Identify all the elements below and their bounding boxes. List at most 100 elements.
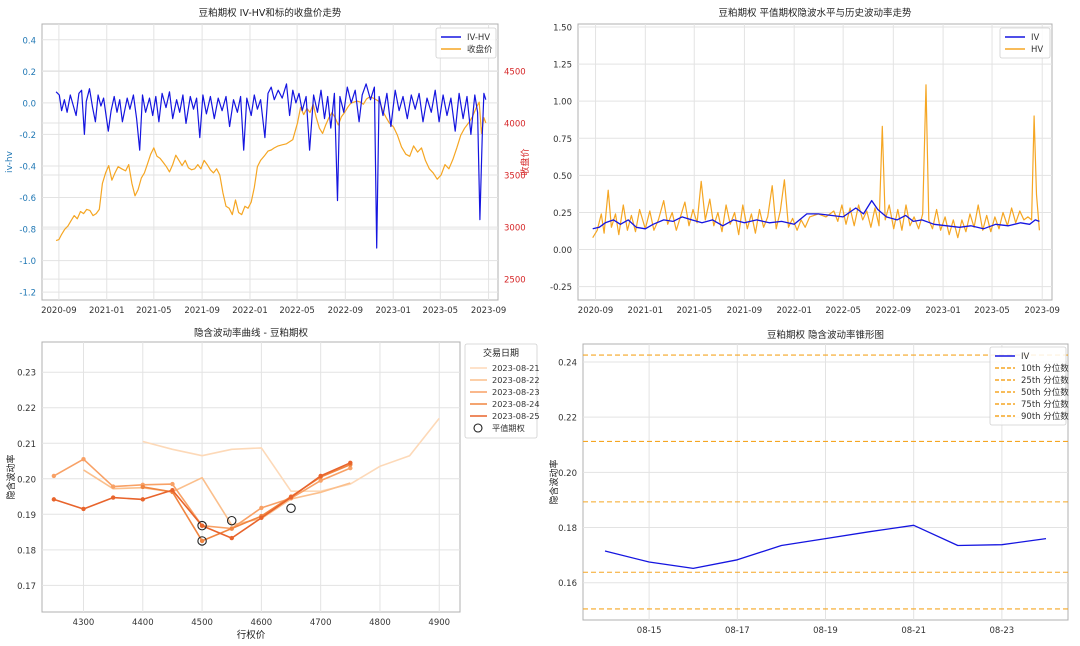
series-line-2023-08-22 [83,469,351,526]
x-tick-label: 2022-09 [328,306,364,316]
legend-label: 2023-08-21 [492,363,540,373]
plot-frame [41,341,461,613]
y-tick-label: 0.25 [553,209,572,219]
atm-marker [197,536,207,546]
x-tick-label: 2022-05 [825,306,861,316]
y-tick-label: 0.00 [553,246,572,256]
series-point [140,484,145,490]
legend-label: HV [1031,45,1043,55]
chart-title: 隐含波动率曲线 - 豆粕期权 [194,327,308,339]
legend-label: 2023-08-25 [492,411,540,421]
series-point [348,465,353,471]
y-tick-label-left: -0.6 [19,194,36,204]
series-point [170,481,175,487]
x-tick-label: 08-21 [901,626,926,636]
y-tick-label: 0.17 [17,582,36,592]
x-tick-label: 2023-01 [925,306,961,316]
x-tick-label: 4400 [132,618,154,628]
chart-iv-cone: 08-15 08-17 08-19 08-21 08-23 0.16 0.18 0.20 0.2… [548,329,1069,636]
y2-tick-label: 4000 [504,119,526,129]
legend-box [999,27,1051,59]
y-tick-label-left: -1.0 [19,257,36,267]
chart-title: 豆粕期权 平值期权隐波水平与历史波动率走势 [718,7,912,19]
x-tick-label: 2021-05 [136,306,172,316]
y-tick-label: 1.25 [553,61,572,71]
chart-iv-smile: 4300 4400 4500 4600 4700 4800 4900 0.17 0.18 0.19… [5,327,540,641]
x-tick-label: 08-19 [813,626,838,636]
y-tick-label: 0.16 [558,579,577,589]
y2-tick-label: 3000 [504,224,526,234]
legend-label: IV [1021,352,1030,362]
y-tick-label: 0.22 [17,404,36,414]
y-tick-label: 0.23 [17,369,36,379]
x-tick-label: 2023-05 [423,306,459,316]
y-tick-label-left: 0.4 [22,36,36,46]
legend-label: 25th 分位数 [1021,375,1069,386]
y-tick-label: 0.20 [17,475,36,485]
atm-marker [197,520,207,531]
y-tick-label: 0.18 [558,524,577,534]
series-point [51,473,57,479]
series-point [288,495,294,500]
x-tick-label: 2021-09 [727,306,763,316]
legend-atm-swatch [473,423,483,433]
x-tick-label: 2023-09 [471,306,507,316]
plot-frame [41,23,499,301]
series-line-iv [592,199,1040,230]
y-tick-label-left: -0.2 [19,131,36,141]
legend-label: 2023-08-22 [492,375,540,385]
y-tick-label-left: -1.2 [19,289,36,299]
y-tick-label: 0.20 [558,469,577,479]
series-point [110,495,116,500]
y-axis-label: iv-hv [5,150,15,173]
y2-tick-label: 3500 [504,172,526,182]
legend-label: 收盘价 [467,44,493,55]
atm-marker [286,503,296,514]
y-tick-label: 1.50 [553,23,572,33]
legend-box [435,27,497,59]
y-tick-label-left: 0.0 [22,99,36,109]
y2-tick-label: 4500 [504,67,526,77]
x-tick-label: 2020-09 [41,306,77,316]
legend-label: 2023-08-24 [492,399,540,409]
x-tick-label: 4300 [73,618,95,628]
series-line-iv [604,524,1047,570]
atm-marker [226,515,237,526]
chart-iv-hv-levels: 2020-09 2021-01 2021-05 2021-09 2022-01 2022-… [550,7,1060,316]
y-axis-label: 隐含波动率 [548,459,560,504]
legend-label: IV-HV [467,33,490,43]
y-tick-label: 0.21 [17,440,36,450]
legend-label: 90th 分位数 [1021,411,1069,422]
x-tick-label: 2021-01 [89,306,125,316]
series-point [259,515,264,521]
series-line-close [55,96,487,242]
x-tick-label: 2021-01 [628,306,664,316]
y-tick-label: 0.18 [17,546,36,556]
x-tick-label: 08-23 [990,626,1015,636]
y-tick-label: 0.24 [558,358,577,368]
y-tick-label-left: -0.4 [19,162,36,172]
y-tick-label-left: -0.8 [19,226,36,236]
series-point [199,523,205,528]
series-point [229,535,234,541]
chart-iv-hv-close: 2020-09 2021-01 2021-05 2021-09 2022-01 2022-… [5,7,531,316]
x-tick-label: 4900 [428,618,450,628]
y2-axis-label: 收盘价 [519,148,531,175]
series-point [199,538,205,544]
x-tick-label: 2023-05 [974,306,1010,316]
series-point [51,497,57,502]
x-tick-label: 2020-09 [578,306,614,316]
x-tick-label: 08-15 [637,626,662,636]
x-tick-label: 4700 [310,618,332,628]
y-tick-label: 0.50 [553,172,572,182]
chart-title: 豆粕期权 IV-HV和标的收盘价走势 [199,7,342,19]
x-tick-label: 2022-01 [232,306,268,316]
series-line-hv [592,84,1040,239]
series-point [81,457,86,462]
x-tick-label: 2021-09 [184,306,220,316]
x-tick-label: 08-17 [725,626,750,636]
series-point [170,487,175,493]
series-line-2023-08-21 [142,417,440,493]
legend-label: 平值期权 [492,423,525,433]
